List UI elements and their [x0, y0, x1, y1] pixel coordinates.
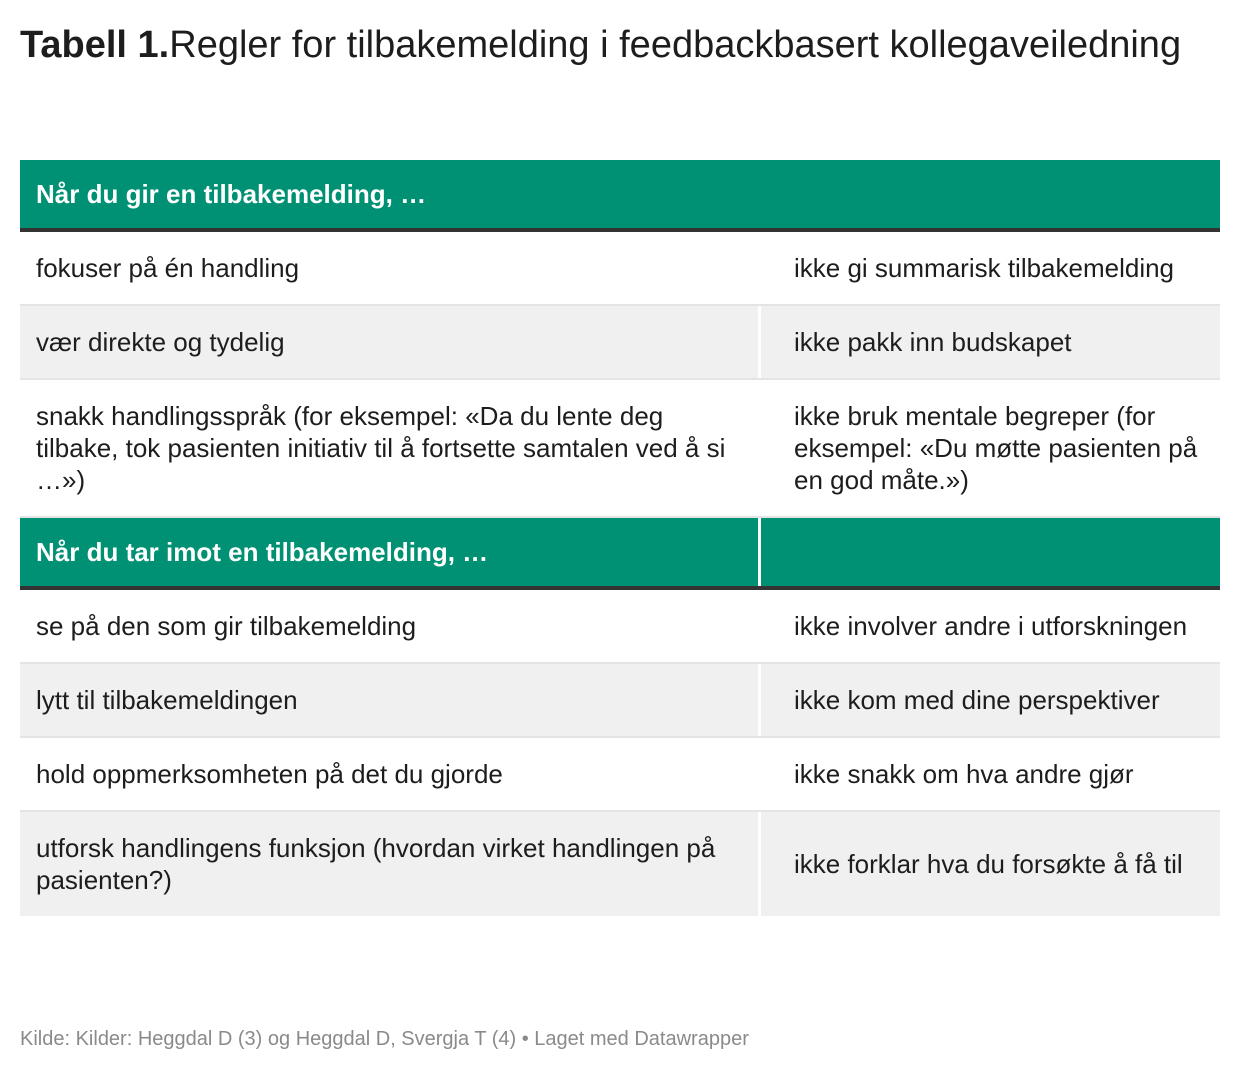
footer: Kilde: Kilder: Heggdal D (3) og Heggdal … — [20, 1028, 749, 1050]
table-row: se på den som gir tilbakemelding ikke inv… — [20, 590, 1220, 664]
table: Når du gir en tilbakemelding, … fokuser p… — [20, 160, 1220, 916]
table-cell: ikke kom med dine perspektiver — [761, 664, 1220, 736]
table-row: fokuser på én handling ikke gi summarisk … — [20, 232, 1220, 306]
table-cell: hold oppmerksomheten på det du gjorde — [20, 738, 758, 810]
table-cell: utforsk handlingens funksjon (hvordan vi… — [20, 812, 758, 916]
section-header: Når du gir en tilbakemelding, … — [20, 160, 1220, 232]
header-cell-empty — [761, 160, 1220, 228]
table-cell: fokuser på én handling — [20, 232, 758, 304]
table-cell: vær direkte og tydelig — [20, 306, 758, 378]
table-row: hold oppmerksomheten på det du gjorde ikk… — [20, 738, 1220, 812]
table-cell: ikke snakk om hva andre gjør — [761, 738, 1220, 810]
title-label: Tabell 1. — [20, 24, 170, 66]
section-header: Når du tar imot en tilbakemelding, … — [20, 518, 1220, 590]
table-row: lytt til tilbakemeldingen ikke kom med di… — [20, 664, 1220, 738]
table-cell: lytt til tilbakemeldingen — [20, 664, 758, 736]
table-cell: ikke forklar hva du forsøkte å få til — [761, 812, 1220, 916]
table-cell: se på den som gir tilbakemelding — [20, 590, 758, 662]
header-cell: Når du tar imot en tilbakemelding, … — [36, 537, 489, 567]
table-cell: ikke pakk inn budskapet — [761, 306, 1220, 378]
table-cell: ikke bruk mentale begreper (for eksempel… — [761, 380, 1220, 516]
title-text: Regler for tilbakemelding i feedbackbase… — [169, 24, 1182, 66]
title: Tabell 1.Regler for tilbakemelding i fee… — [20, 20, 1200, 70]
table-row: snakk handlingsspråk (for eksempel: «Da … — [20, 380, 1220, 518]
header-cell-empty — [758, 518, 1220, 586]
header-cell: Når du gir en tilbakemelding, … — [36, 179, 427, 209]
table-cell: ikke gi summarisk tilbakemelding — [761, 232, 1220, 304]
table-row: utforsk handlingens funksjon (hvordan vi… — [20, 812, 1220, 916]
table-row: vær direkte og tydelig ikke pakk inn buds… — [20, 306, 1220, 380]
table-cell: snakk handlingsspråk (for eksempel: «Da … — [20, 380, 758, 516]
table-cell: ikke involver andre i utforskningen — [761, 590, 1220, 662]
